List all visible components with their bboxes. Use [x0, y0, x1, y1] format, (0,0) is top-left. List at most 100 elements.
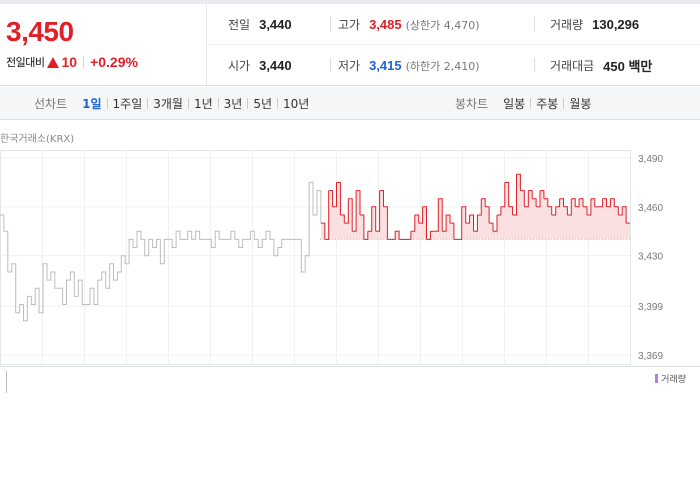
series-segment: [559, 198, 564, 207]
tab-line-5[interactable]: 5년: [253, 97, 273, 111]
series-segment: [610, 198, 615, 207]
series-segment: [493, 215, 498, 232]
tab-divider: [147, 98, 149, 109]
change-value: 10: [61, 54, 78, 70]
stats-row-1: 전일 3,440 고가 3,485 (상한가 4,470) 거래량 130,29…: [208, 4, 700, 45]
series-segment: [324, 190, 330, 240]
series-segment: [395, 230, 400, 240]
series-segment: [614, 206, 619, 215]
series-segment: [383, 206, 388, 240]
tab-line-2[interactable]: 3개월: [153, 97, 183, 111]
stat-label: 거래량: [550, 18, 584, 32]
series-segment: [457, 206, 463, 240]
series-segment: [367, 206, 373, 232]
tab-divider: [217, 98, 219, 109]
divider: [534, 17, 535, 31]
series-segment: [504, 181, 510, 207]
series-area-up: [320, 174, 630, 240]
series-segment: [434, 198, 439, 232]
stat-label: 전일: [228, 18, 251, 32]
series-segment: [461, 206, 467, 224]
series-segment: [520, 190, 525, 207]
series-segment: [422, 206, 427, 240]
series-segment: [336, 181, 341, 215]
series-segment: [512, 174, 517, 216]
volume-legend: 거래량: [655, 372, 686, 385]
stat-volume: 거래량 130,296: [550, 4, 639, 45]
series-segment: [567, 198, 572, 216]
series-segment: [469, 214, 474, 232]
series-segment: [497, 206, 502, 216]
stat-trade-value: 거래대금 450 백만: [550, 45, 652, 86]
change-row: 전일대비 10 +0.29%: [6, 54, 138, 70]
series-segment: [426, 231, 431, 240]
candle-chart-title: 봉차트: [455, 97, 489, 111]
series-segment: [363, 231, 369, 240]
y-tick-label: 3,399: [638, 302, 663, 313]
series-segment: [500, 182, 506, 208]
divider: [330, 58, 331, 72]
price-chart: 3,490 3,460 3,430 3,399 3,369: [0, 150, 700, 365]
stat-value: 3,415: [369, 58, 402, 73]
tab-candle-2[interactable]: 월봉: [569, 97, 592, 111]
series-segment: [332, 182, 337, 208]
tab-line-0[interactable]: 1일: [82, 97, 102, 111]
volume-legend-label: 거래량: [661, 375, 686, 385]
tab-line-1[interactable]: 1주일: [112, 97, 143, 111]
tab-candle-0[interactable]: 일봉: [503, 97, 526, 111]
change-rate: +0.29%: [90, 54, 138, 70]
series-segment: [340, 214, 345, 224]
tab-line-3[interactable]: 1년: [193, 97, 213, 111]
change-label: 전일대비: [6, 56, 45, 69]
plot-frame: [0, 150, 631, 365]
tab-divider: [106, 98, 108, 109]
series-segment: [379, 190, 384, 207]
y-tick-label: 3,490: [638, 154, 663, 165]
tab-divider: [247, 98, 249, 109]
price-stats: 전일 3,440 고가 3,485 (상한가 4,470) 거래량 130,29…: [208, 4, 700, 86]
current-price: 3,450: [6, 16, 74, 47]
series-segment: [446, 214, 451, 224]
stat-label: 고가: [338, 18, 361, 32]
series-segment: [547, 206, 553, 215]
stat-prev-close: 전일 3,440: [228, 4, 292, 45]
stat-open: 시가 3,440: [228, 45, 292, 86]
volume-panel: 거래량: [0, 366, 700, 396]
tab-divider: [187, 98, 189, 109]
tab-candle-1[interactable]: 주봉: [536, 97, 559, 111]
series-segment: [414, 214, 420, 224]
series-segment: [356, 190, 361, 215]
series-segment: [571, 198, 576, 207]
series-segment: [407, 231, 412, 240]
series-segment: [524, 190, 529, 208]
change-divider: [83, 56, 85, 68]
series-segment: [516, 173, 521, 191]
divider: [330, 17, 331, 31]
series-segment: [598, 198, 604, 208]
series-segment: [489, 222, 494, 232]
price-line-chart: 3,490 3,460 3,430 3,399 3,369: [0, 150, 663, 365]
stat-low: 저가 3,415 (하한가 2,410): [338, 45, 480, 86]
series-segment: [536, 190, 541, 208]
stat-value: 3,485: [369, 17, 402, 32]
series-segment: [551, 206, 557, 216]
series-segment: [555, 198, 561, 208]
tab-divider: [563, 98, 565, 109]
y-tick-label: 3,460: [638, 203, 663, 214]
series-segment: [360, 214, 365, 240]
stats-row-2: 시가 3,440 저가 3,415 (하한가 2,410) 거래대금 450 백…: [208, 45, 700, 86]
series-segment: [508, 206, 514, 215]
series-segment: [606, 198, 611, 208]
stat-upper-limit: (상한가 4,470): [405, 18, 480, 32]
series-segment: [563, 206, 568, 215]
tab-line-6[interactable]: 10년: [283, 97, 310, 111]
price-summary: 3,450 전일대비 10 +0.29% 전일 3,440 고가 3,485 (…: [0, 4, 700, 86]
divider: [534, 58, 535, 72]
series-line-prior: [0, 181, 322, 322]
series-segment: [352, 190, 357, 232]
series-segment: [622, 206, 627, 224]
series-segment: [375, 190, 381, 232]
series-segment: [320, 222, 326, 240]
tab-line-4[interactable]: 3년: [223, 97, 243, 111]
series-segment: [602, 198, 607, 207]
